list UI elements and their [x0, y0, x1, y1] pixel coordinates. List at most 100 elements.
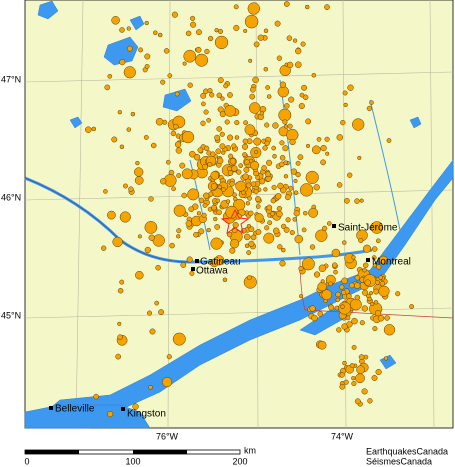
earthquake-dot [215, 148, 222, 155]
earthquake-dot [101, 245, 107, 251]
earthquake-dot [144, 63, 150, 69]
earthquake-dot [299, 92, 305, 98]
earthquake-dot [242, 152, 248, 158]
earthquake-dot [249, 102, 261, 114]
earthquake-dot [292, 38, 298, 43]
earthquake-dot [236, 169, 242, 175]
earthquake-dot [245, 201, 251, 206]
earthquake-dot [204, 48, 210, 55]
earthquake-dot [383, 324, 396, 336]
earthquake-dot [321, 289, 333, 301]
earthquake-dot [270, 211, 276, 217]
earthquake-dot [171, 186, 176, 192]
earthquake-dot [152, 234, 165, 247]
earthquake-dot [187, 188, 200, 201]
earthquake-dot [206, 117, 211, 123]
earthquake-dot [383, 356, 389, 361]
earthquake-dot [338, 301, 352, 315]
earthquake-dot [255, 196, 261, 203]
earthquake-dot [299, 183, 314, 197]
earthquake-dot [173, 123, 179, 130]
earthquake-dot [117, 110, 122, 115]
earthquake-dot [174, 91, 180, 97]
earthquake-dot [267, 220, 273, 226]
earthquake-dot [85, 126, 92, 133]
earthquake-dot [276, 210, 283, 218]
earthquake-dot [317, 311, 324, 317]
earthquake-dot [300, 41, 306, 47]
scale-label: 0 [24, 456, 29, 466]
earthquake-dot [234, 135, 240, 140]
earthquake-dot [265, 171, 271, 178]
earthquake-dot [150, 142, 157, 149]
earthquake-dot [250, 181, 257, 187]
earthquake-dot [185, 30, 192, 37]
earthquake-dot [190, 21, 197, 28]
city-label: Saint-Jérôme [338, 223, 398, 234]
earthquake-dot [263, 187, 268, 192]
earthquake-dot [276, 205, 283, 212]
earthquakes [85, 1, 415, 418]
earthquake-dot [210, 171, 220, 180]
earthquake-dot [210, 237, 223, 250]
earthquake-dot [318, 264, 327, 273]
earthquake-dot [119, 279, 125, 285]
earthquake-dot [227, 92, 233, 98]
earthquake-dot [277, 182, 284, 190]
earthquake-dot [293, 190, 299, 195]
earthquake-dot [227, 134, 234, 141]
earthquake-dot [207, 88, 213, 94]
earthquake-dot [283, 160, 288, 165]
earthquake-dot [214, 28, 219, 33]
earthquake-dot [231, 165, 238, 172]
earthquake-dot [370, 301, 375, 307]
earthquake-dot [295, 61, 302, 68]
earthquake-dot [266, 204, 273, 211]
earthquake-dot [315, 229, 328, 242]
earthquake-dot [347, 172, 353, 178]
earthquake-dot [275, 193, 282, 200]
earthquake-dot [281, 247, 286, 253]
earthquake-dot [285, 217, 291, 223]
earthquake-dot [371, 246, 378, 252]
earthquake-dot [358, 237, 364, 244]
earthquake-dot [144, 221, 158, 234]
earthquake-dot [255, 229, 262, 235]
earthquake-dot [255, 175, 261, 181]
earthquake-dot [231, 143, 237, 149]
earthquake-dot [157, 32, 163, 38]
earthquake-dot [126, 127, 132, 132]
earthquake-dot [259, 110, 265, 116]
earthquake-dot [154, 300, 160, 306]
earthquake-dot [308, 207, 319, 218]
earthquake-dot [331, 248, 341, 258]
earthquake-dot [372, 326, 378, 332]
earthquake-dot [379, 255, 388, 265]
earthquake-dot [229, 239, 240, 249]
earthquake-dot [165, 159, 171, 165]
earthquake-dot [305, 118, 312, 125]
earthquake-dot [368, 291, 374, 296]
earthquake-dot [293, 210, 300, 217]
earthquake-dot [130, 111, 136, 117]
earthquake-dot [232, 221, 239, 229]
earthquake-dot [320, 159, 326, 166]
earthquake-dot [246, 223, 252, 229]
earthquake-dot [228, 153, 234, 159]
earthquake-dot [279, 140, 285, 146]
earthquake-dot [115, 353, 122, 360]
earthquake-dot [354, 294, 361, 301]
earthquake-dot [203, 145, 210, 151]
earthquake-dot [257, 34, 264, 41]
earthquake-dot [288, 96, 295, 103]
earthquake-dot [144, 20, 149, 26]
earthquake-dot [155, 264, 161, 271]
earthquake-dot [266, 159, 273, 166]
earthquake-dot [361, 388, 368, 395]
credit: SéismesCanada [366, 456, 432, 466]
earthquake-dot [295, 171, 301, 178]
earthquake-dot [253, 41, 260, 48]
earthquake-dot [352, 118, 365, 131]
earthquake-dot [220, 96, 225, 101]
earthquake-dot [317, 340, 327, 350]
